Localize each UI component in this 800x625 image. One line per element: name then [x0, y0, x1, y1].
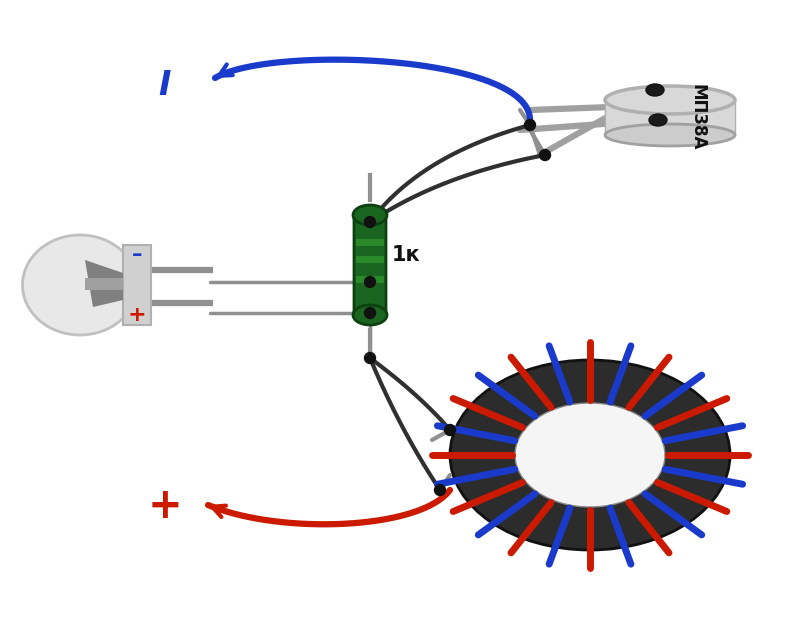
Circle shape: [525, 119, 535, 131]
Text: МП38А: МП38А: [689, 84, 707, 151]
Ellipse shape: [450, 360, 730, 550]
Bar: [356, 276, 384, 283]
Ellipse shape: [22, 235, 138, 335]
Text: +: +: [128, 305, 146, 325]
Bar: [356, 256, 384, 263]
FancyBboxPatch shape: [354, 213, 386, 317]
Text: +: +: [148, 485, 182, 527]
Text: I: I: [158, 69, 170, 102]
Ellipse shape: [353, 305, 387, 325]
Circle shape: [445, 424, 455, 436]
Ellipse shape: [605, 86, 735, 114]
Text: 1к: 1к: [392, 245, 421, 265]
Polygon shape: [85, 260, 123, 307]
Text: –: –: [132, 245, 142, 265]
Bar: [85, 278, 123, 290]
Ellipse shape: [605, 124, 735, 146]
Circle shape: [434, 484, 446, 496]
Circle shape: [539, 149, 550, 161]
Circle shape: [365, 308, 375, 319]
Ellipse shape: [353, 205, 387, 225]
Bar: [356, 239, 384, 246]
Ellipse shape: [649, 114, 667, 126]
Bar: [123, 245, 151, 325]
Circle shape: [365, 352, 375, 364]
Ellipse shape: [646, 84, 664, 96]
Circle shape: [365, 216, 375, 227]
Circle shape: [365, 276, 375, 288]
Ellipse shape: [515, 403, 665, 507]
Bar: [605, 100, 735, 135]
